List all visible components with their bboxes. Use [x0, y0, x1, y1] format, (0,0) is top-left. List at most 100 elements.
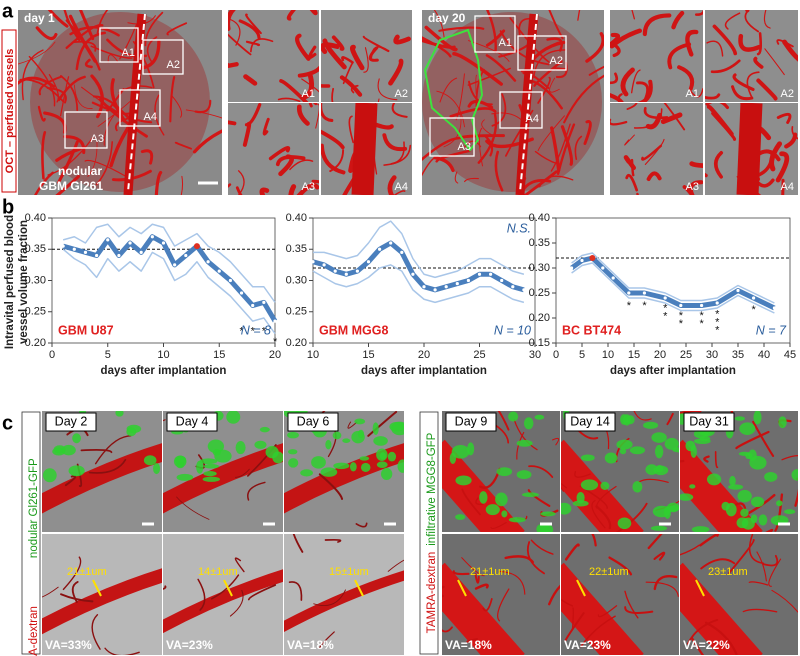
vessel	[228, 10, 236, 32]
vessel	[110, 78, 126, 123]
vessel	[633, 411, 652, 421]
vessel	[694, 10, 703, 16]
point	[217, 269, 221, 273]
vessel	[475, 497, 484, 506]
x-tick-label: 10	[602, 349, 614, 361]
vessel	[92, 95, 132, 122]
vessel	[321, 129, 345, 150]
point	[511, 285, 515, 289]
gfp-cell	[485, 504, 500, 516]
y-tick-label: 0.20	[286, 337, 307, 349]
vessel	[382, 133, 408, 152]
gfp-cell	[254, 440, 267, 449]
n-label: N = 10	[494, 323, 531, 337]
model-label: GBM MGG8	[319, 323, 388, 337]
vessel	[342, 62, 354, 85]
vessel	[560, 125, 574, 166]
vessel	[37, 105, 46, 122]
y-tick-label: 0.15	[529, 337, 550, 349]
significance: **	[675, 310, 687, 326]
vessel	[523, 170, 558, 195]
gfp-cell	[72, 433, 81, 444]
vessel	[309, 10, 318, 16]
point	[580, 258, 584, 263]
gfp-cell	[360, 462, 371, 472]
gfp-cell	[202, 476, 221, 482]
vessel	[289, 159, 314, 171]
day-label: Day 31	[689, 414, 729, 428]
tile-vessels	[705, 10, 798, 101]
diameter-arrow	[223, 579, 233, 597]
vessel	[680, 411, 702, 415]
vessel	[687, 619, 719, 645]
note: N.S.	[507, 221, 531, 235]
vessel-main	[42, 568, 162, 635]
day-label: Day 2	[55, 414, 88, 428]
vessel	[321, 143, 346, 175]
day-box	[166, 412, 218, 432]
vessel	[275, 155, 306, 167]
vessel	[477, 112, 498, 164]
gfp-cell	[738, 451, 751, 456]
vessel	[154, 94, 165, 136]
vessel	[235, 186, 243, 195]
vessel	[278, 154, 294, 177]
vessel	[146, 36, 158, 64]
point	[663, 296, 667, 300]
zoom-box	[64, 111, 108, 149]
point	[489, 272, 493, 276]
x-tick-label: 30	[529, 349, 541, 361]
panel-letter: a	[2, 0, 14, 22]
vessel	[680, 544, 700, 556]
point	[601, 266, 605, 270]
point	[400, 250, 404, 254]
y-axis-title: vessel volume fraction	[18, 220, 30, 344]
vessel	[588, 65, 604, 76]
vessel	[499, 30, 550, 66]
point	[206, 260, 210, 264]
vessel	[735, 430, 770, 450]
vessel	[552, 437, 560, 446]
x-tick-label: 10	[307, 349, 319, 361]
vessel	[550, 126, 561, 172]
point	[378, 247, 382, 251]
vessel	[516, 431, 525, 460]
vessel	[228, 120, 237, 126]
tile-vessels	[321, 103, 412, 195]
x-tick-label: 25	[473, 349, 485, 361]
gfp-cell	[693, 438, 711, 445]
vessel	[482, 598, 493, 612]
gfp-cell	[764, 471, 778, 482]
gfp-cell	[650, 525, 668, 531]
vessel	[104, 647, 140, 655]
y-tick-label: 0.25	[529, 287, 550, 299]
gfp-cell	[126, 424, 142, 434]
vessel	[62, 556, 82, 591]
gfp-cell	[68, 465, 85, 477]
gfp-cell	[619, 448, 627, 455]
vessel	[55, 147, 82, 162]
gfp-cell	[521, 492, 539, 498]
point	[433, 288, 437, 292]
point	[311, 260, 315, 264]
tumor-label: nodular	[58, 164, 102, 178]
vessel	[72, 40, 97, 52]
gfp-cell	[534, 414, 545, 420]
vessel	[262, 117, 270, 136]
significance: *	[236, 325, 248, 333]
vessel	[363, 47, 369, 73]
y-tick-label: 0.25	[286, 306, 307, 318]
vessel	[765, 528, 774, 532]
gfp-cell	[203, 464, 220, 469]
vessel	[490, 521, 507, 530]
x-tick-label: 5	[579, 349, 585, 361]
vessel	[645, 112, 663, 130]
gfp-cell	[196, 460, 204, 474]
vessel	[367, 411, 398, 437]
highlight-point	[193, 243, 200, 250]
gfp-cell	[728, 484, 744, 490]
vessel	[439, 77, 458, 103]
vessel	[329, 149, 345, 173]
vessel	[18, 41, 56, 65]
vessel	[94, 435, 132, 465]
